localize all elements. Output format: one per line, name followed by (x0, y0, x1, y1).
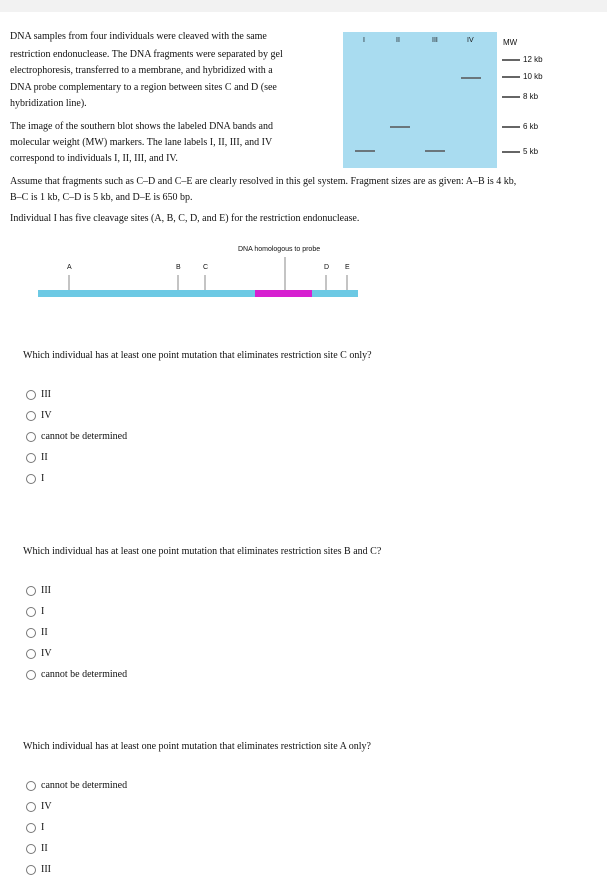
intro-line: correspond to individuals I, II, III, an… (10, 153, 178, 164)
intro-line: B–C is 1 kb, C–D is 5 kb, and D–E is 650… (10, 192, 193, 203)
site-label: A (67, 264, 72, 271)
option-label[interactable]: cannot be determined (41, 431, 128, 442)
marker-size: 12 kb (523, 55, 543, 64)
radio-button[interactable] (26, 390, 36, 400)
option-label[interactable]: III (41, 864, 51, 875)
option-label[interactable]: I (41, 822, 45, 833)
intro-line: Individual I has five cleavage sites (A,… (10, 213, 360, 224)
dna-bar (38, 290, 358, 297)
marker-size: 6 kb (523, 122, 539, 131)
question: Which individual has at least one point … (23, 546, 382, 557)
option-label[interactable]: cannot be determined (41, 669, 128, 680)
radio-button[interactable] (26, 781, 36, 791)
option-label[interactable]: cannot be determined (41, 780, 128, 791)
lane-label: II (396, 37, 400, 44)
option-label[interactable]: IV (41, 801, 52, 812)
option-label[interactable]: III (41, 585, 51, 596)
radio-button[interactable] (26, 649, 36, 659)
bands (355, 77, 481, 152)
site-label: D (324, 264, 330, 271)
option-label[interactable]: I (41, 606, 45, 617)
site-label: C (203, 264, 209, 271)
marker-size: 5 kb (523, 147, 539, 156)
intro-line: electrophoresis, transferred to a membra… (10, 65, 273, 76)
site-label: B (176, 264, 181, 271)
radio-button[interactable] (26, 628, 36, 638)
site-label: E (345, 264, 350, 271)
probe-label: DNA homologous to probe (238, 246, 321, 253)
marker-label: MW (503, 38, 518, 47)
option-label[interactable]: II (41, 843, 48, 854)
radio-button[interactable] (26, 823, 36, 833)
lane-label: IV (467, 37, 474, 44)
intro-line: DNA probe complementary to a region betw… (10, 82, 277, 93)
intro-line: Assume that fragments such as C–D and C–… (10, 176, 517, 187)
probe-region (255, 290, 312, 297)
radio-button[interactable] (26, 411, 36, 421)
marker-size: 8 kb (523, 92, 539, 101)
question: Which individual has at least one point … (23, 741, 371, 752)
intro-line: The image of the southern blot shows the… (10, 121, 273, 132)
intro-line: restriction endonuclease. The DNA fragme… (10, 49, 283, 60)
intro-line: molecular weight (MW) markers. The lane … (10, 137, 273, 148)
radio-button[interactable] (26, 453, 36, 463)
radio-button[interactable] (26, 474, 36, 484)
option-label[interactable]: IV (41, 410, 52, 421)
gel (343, 32, 497, 168)
radio-button[interactable] (26, 802, 36, 812)
intro-line: DNA samples from four individuals were c… (10, 31, 267, 42)
radio-button[interactable] (26, 607, 36, 617)
top-bar (0, 0, 607, 12)
intro-line: hybridization line). (10, 98, 87, 109)
option-label[interactable]: II (41, 452, 48, 463)
option-label[interactable]: II (41, 627, 48, 638)
option-label[interactable]: III (41, 389, 51, 400)
option-label[interactable]: IV (41, 648, 52, 659)
radio-button[interactable] (26, 432, 36, 442)
radio-button[interactable] (26, 844, 36, 854)
lane-label: I (363, 37, 365, 44)
lane-label: III (432, 37, 438, 44)
option-label[interactable]: I (41, 473, 45, 484)
question: Which individual has at least one point … (23, 350, 372, 361)
radio-button[interactable] (26, 865, 36, 875)
marker-ticks (502, 59, 520, 153)
radio-button[interactable] (26, 670, 36, 680)
site-lines (68, 257, 348, 290)
radio-button[interactable] (26, 586, 36, 596)
marker-size: 10 kb (523, 72, 543, 81)
